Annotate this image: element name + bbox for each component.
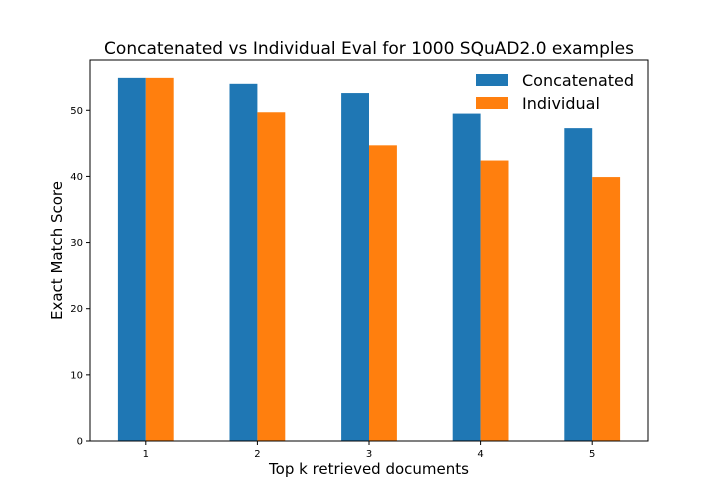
y-tick-label: 20 <box>70 304 83 315</box>
x-tick-label: 2 <box>254 449 260 460</box>
bar-individual-5 <box>592 177 621 441</box>
legend-swatch-individual <box>476 97 508 109</box>
bar-individual-4 <box>480 160 509 441</box>
y-axis-label: Exact Match Score <box>48 181 66 320</box>
bar-individual-1 <box>145 77 174 441</box>
x-tick-label: 3 <box>366 449 372 460</box>
y-axis-ticks: 0 10 20 30 40 50 <box>70 106 90 448</box>
x-axis-ticks: 1 2 3 4 5 <box>143 441 595 460</box>
x-tick-label: 5 <box>589 449 595 460</box>
y-tick-label: 50 <box>70 106 83 117</box>
bar-concatenated-5 <box>564 128 593 442</box>
x-tick-label: 1 <box>143 449 149 460</box>
legend-label-individual: Individual <box>522 94 600 113</box>
y-tick-label: 0 <box>77 437 83 448</box>
legend: Concatenated Individual <box>476 71 634 113</box>
bar-concatenated-2 <box>229 83 258 441</box>
y-tick-label: 10 <box>70 370 83 381</box>
bar-individual-3 <box>369 145 397 441</box>
bar-individual-2 <box>257 112 286 441</box>
bar-concatenated-1 <box>117 77 146 441</box>
y-tick-label: 30 <box>70 238 83 249</box>
chart-title: Concatenated vs Individual Eval for 1000… <box>104 39 634 59</box>
bars-group <box>117 77 621 442</box>
x-tick-label: 4 <box>477 449 483 460</box>
bar-concatenated-4 <box>452 113 481 441</box>
y-tick-label: 40 <box>70 172 83 183</box>
legend-swatch-concatenated <box>476 74 508 86</box>
bar-concatenated-3 <box>341 93 369 442</box>
legend-label-concatenated: Concatenated <box>522 71 634 90</box>
x-axis-label: Top k retrieved documents <box>268 460 469 478</box>
